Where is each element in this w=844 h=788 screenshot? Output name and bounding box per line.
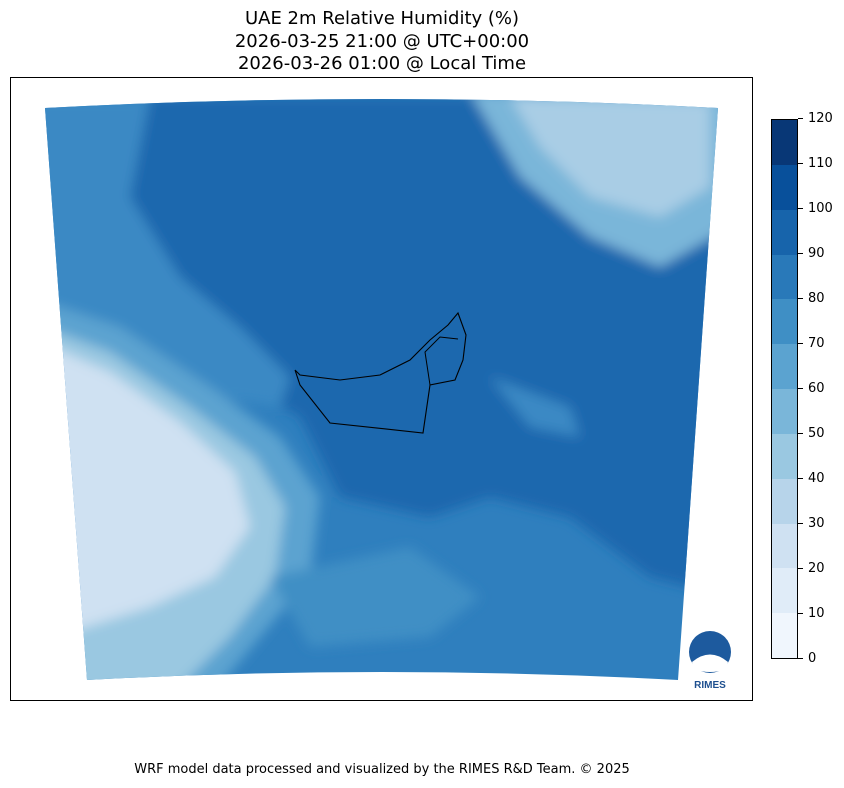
contour-70-80-se [490, 377, 580, 437]
colorbar-segment [772, 523, 797, 569]
colorbar-tick-label: 90 [798, 247, 825, 261]
colorbar-tick-label: 20 [798, 562, 825, 576]
colorbar-tick-label: 110 [798, 157, 833, 171]
colorbar [771, 119, 798, 659]
colorbar-segment [772, 254, 797, 300]
contour-20-30 [45, 342, 250, 632]
map-frame: RIMES [10, 77, 753, 701]
uae-internal-border [424, 336, 459, 386]
colorbar-segment [772, 613, 797, 658]
colorbar-segment [772, 389, 797, 434]
contour-30-40-ne [510, 99, 710, 217]
colorbar-segment [772, 209, 797, 255]
contour-70-80-s [270, 547, 480, 647]
colorbar-segment [772, 568, 797, 614]
title-line-3: 2026-03-26 01:00 @ Local Time [237, 53, 527, 74]
colorbar-tick-label: 120 [798, 112, 833, 126]
footer-credit: WRF model data processed and visualized … [134, 762, 630, 777]
colorbar-tick-label: 70 [798, 337, 825, 351]
colorbar-tick-label: 60 [798, 382, 825, 396]
colorbar-tick-label: 80 [798, 292, 825, 306]
colorbar-tick-label: 0 [798, 652, 816, 666]
uae-border [294, 311, 467, 434]
colorbar-segment [772, 164, 797, 210]
rimes-logo: RIMES [683, 625, 737, 691]
colorbar-segment [772, 299, 797, 345]
colorbar-segment [772, 478, 797, 524]
colorbar-tick-label: 40 [798, 472, 825, 486]
svg-text:RIMES: RIMES [694, 680, 726, 691]
colorbar-tick-label: 100 [798, 202, 833, 216]
colorbar-tick-label: 50 [798, 427, 825, 441]
colorbar-tick-label: 10 [798, 607, 825, 621]
humidity-map: RIMES [45, 99, 737, 691]
title-line-1: UAE 2m Relative Humidity (%) [244, 8, 520, 29]
colorbar-tick-label: 30 [798, 517, 825, 531]
colorbar-segment [772, 433, 797, 479]
title-line-2: 2026-03-25 21:00 @ UTC+00:00 [234, 31, 530, 52]
colorbar-segment [772, 120, 797, 165]
colorbar-segment [772, 344, 797, 390]
